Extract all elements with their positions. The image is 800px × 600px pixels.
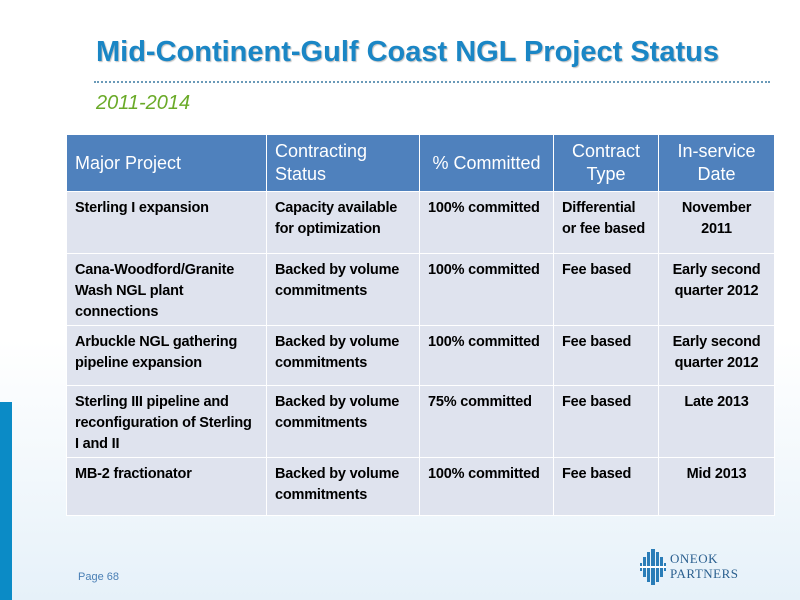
cell-percent-committed: 100% committed (419, 191, 554, 254)
cell-in-service-date: Late 2013 (658, 385, 775, 458)
page-number: Page 68 (78, 571, 119, 583)
cell-percent-committed: 100% committed (419, 253, 554, 326)
cell-contracting-status: Capacity available for optimization (266, 191, 420, 254)
cell-major-project: MB-2 fractionator (66, 457, 267, 516)
logo-line-2: PARTNERS (670, 566, 739, 581)
table-row: Sterling III pipeline and reconfiguratio… (66, 385, 775, 458)
table-row: MB-2 fractionator Backed by volume commi… (66, 457, 775, 516)
cell-contract-type: Fee based (553, 253, 659, 326)
logo-wordmark: ONEOK PARTNERS (670, 551, 739, 581)
cell-contracting-status: Backed by volume commitments (266, 325, 420, 386)
header-percent-committed: % Committed (419, 134, 554, 192)
cell-in-service-date: Early second quarter 2012 (658, 253, 775, 326)
cell-contract-type: Fee based (553, 325, 659, 386)
table-row: Arbuckle NGL gathering pipeline expansio… (66, 325, 775, 386)
page-subtitle: 2011-2014 (96, 92, 191, 114)
table-header-row: Major Project Contracting Status % Commi… (66, 134, 775, 192)
cell-contracting-status: Backed by volume commitments (266, 385, 420, 458)
logo-line-1: ONEOK (670, 551, 718, 566)
header-major-project: Major Project (66, 134, 267, 192)
cell-contract-type: Fee based (553, 457, 659, 516)
cell-percent-committed: 100% committed (419, 325, 554, 386)
cell-major-project: Sterling I expansion (66, 191, 267, 254)
oneok-partners-logo-icon (640, 549, 666, 585)
table-row: Sterling I expansion Capacity available … (66, 191, 775, 254)
company-logo: ONEOK PARTNERS (640, 549, 760, 585)
cell-major-project: Cana-Woodford/Granite Wash NGL plant con… (66, 253, 267, 326)
header-contracting-status: Contracting Status (266, 134, 420, 192)
header-in-service-date: In-service Date (658, 134, 775, 192)
cell-in-service-date: Mid 2013 (658, 457, 775, 516)
cell-contracting-status: Backed by volume commitments (266, 457, 420, 516)
title-divider (94, 81, 770, 83)
table-row: Cana-Woodford/Granite Wash NGL plant con… (66, 253, 775, 326)
cell-major-project: Arbuckle NGL gathering pipeline expansio… (66, 325, 267, 386)
left-accent-bar (0, 402, 12, 600)
project-status-table: Major Project Contracting Status % Commi… (66, 134, 775, 516)
cell-contract-type: Fee based (553, 385, 659, 458)
cell-percent-committed: 75% committed (419, 385, 554, 458)
page-title: Mid-Continent-Gulf Coast NGL Project Sta… (96, 36, 719, 68)
header-contract-type: Contract Type (553, 134, 659, 192)
cell-contracting-status: Backed by volume commitments (266, 253, 420, 326)
cell-major-project: Sterling III pipeline and reconfiguratio… (66, 385, 267, 458)
cell-in-service-date: Early second quarter 2012 (658, 325, 775, 386)
cell-in-service-date: November 2011 (658, 191, 775, 254)
cell-contract-type: Differential or fee based (553, 191, 659, 254)
cell-percent-committed: 100% committed (419, 457, 554, 516)
